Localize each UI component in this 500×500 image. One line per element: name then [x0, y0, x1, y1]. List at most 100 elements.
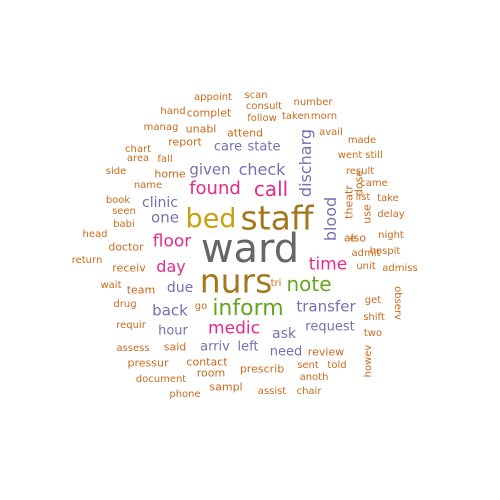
word-attend: attend: [226, 126, 264, 140]
word-bed: bed: [185, 203, 237, 235]
word-fall: fall: [157, 154, 173, 165]
word-follow: follow: [247, 113, 277, 124]
word-document: document: [135, 374, 187, 385]
word-also: also: [343, 231, 367, 245]
word-came: came: [360, 178, 388, 189]
word-blood: blood: [321, 196, 340, 242]
word-found: found: [189, 178, 241, 199]
word-told: told: [327, 360, 347, 371]
word-shift: shift: [363, 312, 385, 323]
word-floor: floor: [152, 231, 192, 252]
word-assist: assist: [257, 386, 287, 397]
word-chair: chair: [296, 386, 322, 397]
word-home: home: [154, 167, 186, 181]
word-number: number: [293, 97, 333, 108]
word-morn: morn: [310, 111, 338, 122]
word-team: team: [126, 283, 156, 297]
word-time: time: [308, 254, 348, 275]
word-one: one: [151, 208, 179, 227]
word-pressur: pressur: [127, 356, 169, 370]
word-went: went: [337, 150, 363, 161]
word-name: name: [133, 180, 163, 191]
word-e: e: [349, 231, 357, 245]
word-ask: ask: [272, 326, 296, 342]
word-theatr: theatr: [342, 185, 356, 219]
word-appoint: appoint: [194, 92, 232, 103]
word-side: side: [105, 166, 127, 177]
word-complet: complet: [186, 106, 232, 120]
word-receiv: receiv: [112, 261, 146, 275]
word-admiss: admiss: [382, 263, 418, 274]
word-state: state: [247, 139, 281, 155]
word-inform: inform: [212, 296, 284, 321]
word-assess: assess: [116, 343, 150, 354]
word-discharg: discharg: [296, 128, 315, 198]
word-request: request: [305, 319, 355, 335]
word-prescrib: prescrib: [239, 362, 285, 376]
word-babi: babi: [113, 219, 135, 230]
word-check: check: [238, 160, 286, 179]
word-report: report: [168, 135, 202, 149]
word-nurs: nurs: [199, 261, 273, 301]
word-return: return: [71, 255, 103, 266]
word-anoth: anoth: [299, 372, 329, 383]
word-manag: manag: [143, 122, 179, 133]
word-requir: requir: [116, 320, 146, 331]
word-head: head: [82, 229, 108, 240]
word-said: said: [163, 340, 187, 354]
word-left: left: [237, 339, 259, 355]
word-book: book: [105, 195, 131, 206]
word-wait: wait: [100, 280, 122, 291]
word-hospit: hospit: [369, 246, 401, 257]
word-ward: ward: [200, 226, 300, 272]
word-sampl: sampl: [209, 380, 243, 394]
word-take: take: [377, 193, 399, 204]
word-contact: contact: [186, 355, 228, 369]
word-chart: chart: [125, 144, 151, 155]
word-delay: delay: [377, 209, 405, 220]
word-observ: observ: [392, 286, 403, 320]
word-call: call: [253, 177, 289, 201]
word-given: given: [189, 160, 231, 179]
word-arriv: arriv: [200, 339, 230, 355]
word-doctor: doctor: [108, 240, 144, 254]
word-taken: taken: [282, 111, 310, 122]
word-area: area: [126, 153, 150, 164]
word-hand: hand: [160, 106, 186, 117]
word-need: need: [269, 344, 303, 360]
word-hour: hour: [158, 323, 188, 339]
word-two: two: [363, 328, 383, 339]
word-back: back: [152, 301, 188, 320]
word-clinic: clinic: [142, 195, 178, 211]
word-day: day: [156, 257, 186, 276]
word-admit: admit: [351, 248, 381, 259]
word-unit: unit: [356, 261, 376, 272]
word-consult: consult: [245, 101, 283, 112]
word-note: note: [286, 272, 332, 296]
word-seen: seen: [112, 206, 136, 217]
word-medic: medic: [208, 318, 260, 339]
word-phone: phone: [169, 389, 201, 400]
word-howev: howev: [363, 344, 374, 378]
word-transfer: transfer: [296, 297, 356, 316]
word-unabl: unabl: [185, 122, 217, 136]
word-still: still: [365, 150, 383, 161]
word-sent: sent: [297, 360, 319, 371]
word-avail: avail: [319, 127, 343, 138]
word-scan: scan: [244, 90, 268, 101]
word-room: room: [196, 366, 226, 380]
word-review: review: [307, 345, 345, 359]
word-due: due: [166, 280, 194, 296]
word-tri: tri: [270, 278, 282, 289]
word-go: go: [194, 301, 208, 312]
word-care: care: [213, 139, 243, 155]
word-result: result: [345, 166, 375, 177]
word-night: night: [378, 230, 404, 241]
word-staff: staff: [240, 198, 314, 238]
word-list: list: [355, 192, 371, 203]
word-drug: drug: [113, 299, 137, 310]
word-use: use: [360, 204, 374, 224]
word-made: made: [347, 135, 377, 146]
word-get: get: [364, 295, 382, 306]
